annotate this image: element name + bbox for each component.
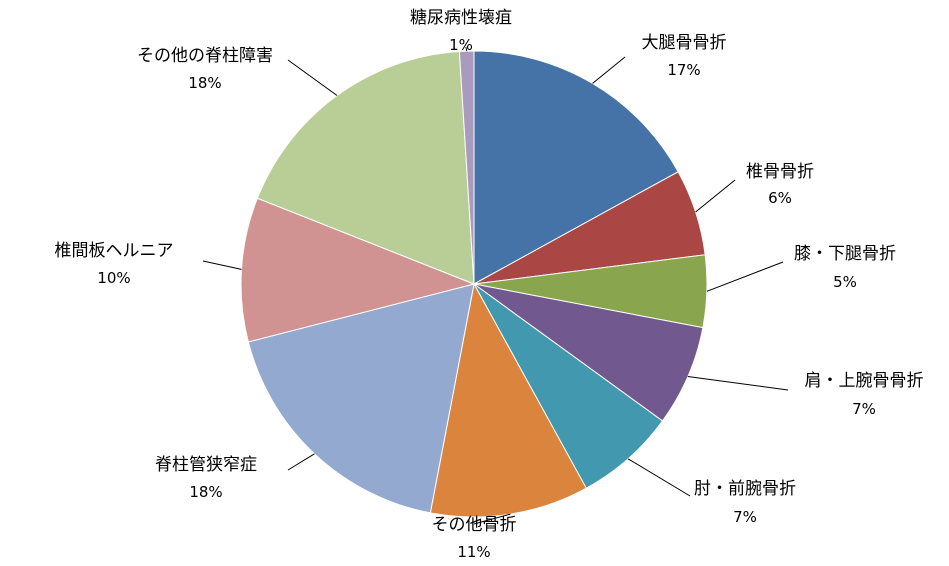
leader-line — [627, 458, 691, 497]
slice-category-label: 椎間板ヘルニア — [55, 241, 174, 261]
slice-percent-label: 17% — [667, 61, 700, 79]
leader-line — [287, 453, 315, 471]
slice-category-label: 椎骨骨折 — [746, 162, 814, 182]
slice-percent-label: 18% — [189, 483, 222, 501]
pie-slice — [473, 283, 664, 489]
leader-line — [695, 179, 736, 213]
pie-slice — [473, 283, 704, 422]
pie-slice — [247, 283, 475, 514]
slice-percent-label: 1% — [449, 36, 473, 54]
leader-line — [287, 59, 338, 96]
slice-category-label: 脊柱管狭窄症 — [155, 455, 257, 475]
slice-category-label: 膝・下腿骨折 — [794, 244, 896, 264]
pie-slice — [473, 50, 679, 285]
slice-percent-label: 7% — [852, 400, 876, 418]
slice-percent-label: 18% — [188, 74, 221, 92]
slice-percent-label: 5% — [833, 273, 857, 291]
pie-slices — [240, 50, 708, 518]
slice-percent-label: 6% — [768, 189, 792, 207]
slice-percent-label: 7% — [733, 508, 757, 526]
leader-lines — [202, 46, 789, 525]
leader-line — [473, 513, 511, 525]
slice-category-label: 大腿骨骨折 — [642, 33, 727, 53]
slice-category-label: 肩・上腕骨骨折 — [805, 371, 924, 391]
leader-line — [687, 376, 789, 391]
slice-category-label: 糖尿病性壊疽 — [410, 8, 512, 28]
slice-category-label: その他骨折 — [432, 515, 517, 535]
leader-line — [592, 56, 626, 84]
leader-line — [465, 46, 468, 52]
pie-slice — [429, 282, 587, 518]
pie-slice — [256, 50, 475, 285]
slice-category-label: 肘・前腕骨折 — [694, 479, 796, 499]
slice-category-label: その他の脊柱障害 — [137, 46, 273, 66]
leader-line — [706, 261, 784, 292]
slice-labels: 大腿骨骨折 17% 椎骨骨折 6% 膝・下腿骨折 5% 肩・上腕骨骨折 7% 肘・前腕骨折 7% そ… — [55, 8, 924, 561]
slice-percent-label: 10% — [97, 269, 130, 287]
slice-percent-label: 11% — [457, 543, 490, 561]
leader-line — [202, 260, 242, 270]
pie-slice — [458, 50, 475, 285]
